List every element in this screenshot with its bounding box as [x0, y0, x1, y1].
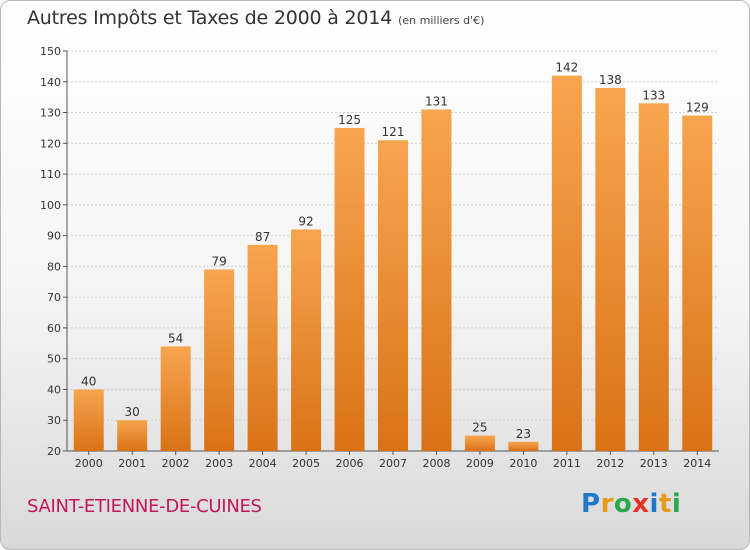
- y-tick-label: 80: [47, 260, 61, 273]
- bar: [421, 109, 452, 451]
- logo-letter: x: [632, 489, 650, 519]
- x-tick-label: 2010: [509, 457, 537, 470]
- logo-letter: P: [581, 489, 601, 519]
- x-tick-label: 2014: [683, 457, 711, 470]
- bar-value-label: 23: [516, 427, 531, 441]
- x-tick-label: 2001: [118, 457, 146, 470]
- logo-letter: t: [658, 489, 672, 519]
- title-text: Autres Impôts et Taxes de 2000 à 2014: [27, 7, 393, 29]
- y-tick-label: 90: [47, 230, 61, 243]
- bar-value-label: 54: [168, 331, 183, 345]
- bar: [551, 75, 582, 451]
- x-tick-label: 2000: [75, 457, 103, 470]
- y-tick-label: 150: [40, 45, 61, 58]
- logo-letter: i: [671, 489, 682, 519]
- labels: 40 30 54 79 87 92 125 121 131 25 23 142 138 133 129: [81, 61, 709, 441]
- bar: [595, 87, 626, 451]
- x-tick-label: 2006: [336, 457, 364, 470]
- bar-value-label: 131: [425, 94, 448, 108]
- bar: [464, 435, 495, 451]
- bar: [204, 269, 235, 451]
- chart-title: Autres Impôts et Taxes de 2000 à 2014 (en…: [27, 7, 484, 29]
- logo-letter: o: [613, 489, 633, 519]
- y-tick-label: 50: [47, 353, 61, 366]
- unit-label: (en milliers d'€): [398, 14, 485, 27]
- bar: [247, 244, 278, 451]
- bar-value-label: 125: [338, 113, 361, 127]
- bar: [73, 389, 104, 451]
- bar-value-label: 30: [125, 405, 140, 419]
- x-tick-label: 2007: [379, 457, 407, 470]
- y-tick-label: 60: [47, 322, 61, 335]
- bar-value-label: 92: [298, 214, 313, 228]
- bar-value-label: 121: [382, 125, 405, 139]
- x-tick-label: 2012: [596, 457, 624, 470]
- bar: [508, 441, 539, 451]
- x-tick-label: 2002: [162, 457, 190, 470]
- x-tick-label: 2003: [205, 457, 233, 470]
- bar-value-label: 87: [255, 230, 270, 244]
- x-tick-label: 2009: [466, 457, 494, 470]
- y-tick-label: 120: [40, 137, 61, 150]
- logo-letter: i: [649, 489, 659, 519]
- logo-letter: r: [600, 489, 614, 519]
- bar: [378, 140, 408, 451]
- x-tick-label: 2013: [640, 457, 668, 470]
- y-tick-label: 130: [40, 107, 61, 120]
- proxiti-logo: Proxiti: [581, 489, 681, 519]
- y-tick-label: 40: [47, 383, 61, 396]
- bar-value-label: 133: [642, 88, 665, 102]
- bar-value-label: 142: [555, 61, 578, 75]
- bar-value-label: 40: [81, 374, 96, 388]
- commune-name: SAINT-ETIENNE-DE-CUINES: [27, 496, 262, 517]
- bar: [160, 346, 191, 451]
- bar: [117, 420, 148, 451]
- bar-value-label: 25: [472, 421, 487, 435]
- y-tick-label: 140: [40, 76, 61, 89]
- bar: [334, 127, 365, 451]
- x-tick-label: 2008: [422, 457, 450, 470]
- bar: [638, 103, 669, 452]
- y-tick-label: 70: [47, 291, 61, 304]
- x-tick-label: 2011: [553, 457, 581, 470]
- x-tick-label: 2005: [292, 457, 320, 470]
- y-tick-label: 30: [47, 414, 61, 427]
- y-tick-label: 110: [40, 168, 61, 181]
- bars: [73, 75, 713, 452]
- axes: 20 30 40 50 60 70 80 90 100 110 120 130 140 150 2000 20…: [40, 45, 719, 470]
- bar-value-label: 129: [686, 101, 709, 115]
- y-tick-label: 20: [47, 445, 61, 458]
- bar: [682, 115, 713, 451]
- bar-value-label: 79: [211, 254, 226, 268]
- bar-value-label: 138: [599, 73, 622, 87]
- x-tick-label: 2004: [249, 457, 277, 470]
- y-tick-label: 100: [40, 199, 61, 212]
- bar: [291, 229, 322, 451]
